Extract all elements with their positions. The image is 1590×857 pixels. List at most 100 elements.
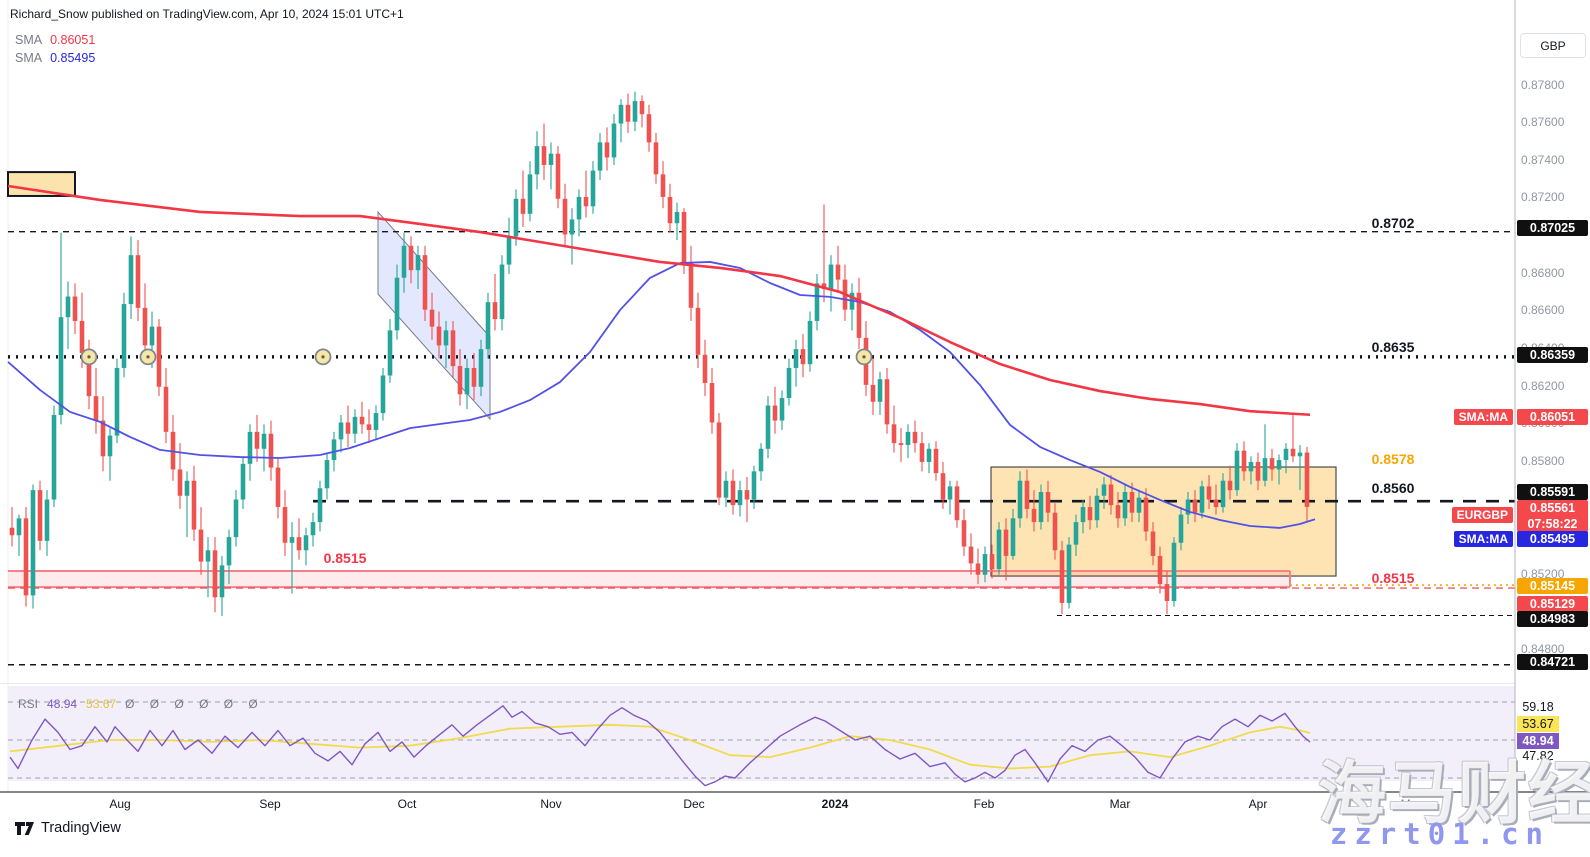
sma-blue-line: [7, 261, 1316, 529]
axis-price-label: 0.84721: [1517, 654, 1588, 670]
candle: [1234, 450, 1240, 491]
month-label-apr[interactable]: Apr: [1248, 797, 1268, 811]
month-label-aug[interactable]: Aug: [109, 797, 131, 811]
candle: [499, 264, 505, 320]
price-annotation: 0.8515: [1372, 570, 1415, 586]
sma-tag: SMA:MA: [1453, 531, 1513, 547]
rsi-legend-label: RSI: [18, 697, 39, 711]
candle: [1248, 461, 1254, 472]
month-label-dec[interactable]: Dec: [683, 797, 705, 811]
tradingview-logo[interactable]: TradingView: [14, 820, 121, 836]
candle: [478, 349, 484, 387]
month-label-may[interactable]: May: [1400, 797, 1424, 811]
candle: [618, 104, 624, 124]
price-annotation: 0.8578: [1372, 451, 1415, 467]
candle: [345, 422, 351, 434]
level-touch-marker-dot: [146, 355, 150, 359]
candle: [135, 255, 141, 308]
axis-price-label: 0.85561 07:58:22: [1517, 500, 1588, 532]
candle: [786, 367, 792, 399]
rsi-indicator-legend[interactable]: RSI 48.94 53.67 Ø Ø Ø Ø Ø Ø: [18, 697, 264, 711]
candle: [835, 264, 841, 280]
candle: [275, 467, 281, 508]
candle: [1241, 450, 1247, 472]
rsi-legend-value: 48.94: [47, 697, 78, 711]
candle: [653, 142, 659, 175]
price-tick-label: 0.86200: [1521, 379, 1565, 393]
rsi-ma-line: [9, 723, 1311, 770]
candle: [1038, 492, 1044, 523]
axis-price-label: 0.85495: [1517, 531, 1588, 547]
candle: [1290, 448, 1296, 457]
candle: [254, 431, 260, 449]
regular-bullish-value: 47.82: [1522, 749, 1554, 763]
candle: [1171, 542, 1177, 602]
left-highlight-box: [7, 171, 76, 197]
candle: [1255, 461, 1261, 481]
candle: [121, 304, 127, 368]
candle: [730, 480, 736, 506]
candle: [555, 153, 561, 199]
candle: [933, 448, 939, 474]
candle: [1157, 555, 1163, 585]
candle: [51, 414, 57, 500]
candle: [1066, 544, 1072, 603]
candle: [688, 262, 694, 308]
currency-unit-button[interactable]: GBP: [1520, 33, 1586, 58]
candle: [926, 448, 932, 462]
candle: [366, 424, 372, 430]
month-label-2024[interactable]: 2024: [821, 797, 849, 811]
hidden-series-icons[interactable]: Ø Ø Ø Ø Ø Ø: [125, 697, 264, 711]
price-tick-label: 0.87400: [1521, 153, 1565, 167]
candle: [408, 245, 414, 271]
candle: [1059, 550, 1065, 603]
month-label-mar[interactable]: Mar: [1109, 797, 1131, 811]
candle: [191, 480, 197, 530]
month-label-feb[interactable]: Feb: [973, 797, 995, 811]
candle: [436, 326, 442, 346]
candle: [93, 396, 99, 421]
candle: [177, 469, 183, 496]
candle: [975, 563, 981, 575]
candle: [681, 211, 687, 263]
candle: [401, 245, 407, 278]
candle: [646, 114, 652, 143]
rsi-ma-legend-value: 53.67: [86, 697, 117, 711]
candle: [583, 196, 589, 207]
candle: [317, 488, 323, 523]
candle: [1220, 480, 1226, 508]
price-annotation: 0.8702: [1372, 215, 1415, 231]
candle: [1185, 499, 1191, 515]
month-label-oct[interactable]: Oct: [397, 797, 417, 811]
candle: [1192, 499, 1198, 513]
price-tick-label: 0.85200: [1521, 567, 1565, 581]
candle: [1080, 507, 1086, 523]
candle: [247, 431, 253, 464]
candle: [233, 499, 239, 538]
sma-label: SMA: [15, 33, 43, 47]
candle: [989, 554, 995, 570]
candle: [240, 463, 246, 500]
symbol-tag: EURGBP: [1451, 507, 1513, 523]
price-annotation: 0.8515: [324, 550, 367, 566]
rsi-value-badge: 48.94: [1517, 733, 1559, 749]
sma-legend-blue[interactable]: SMA 0.85495: [15, 51, 95, 65]
candle: [156, 326, 162, 387]
sma-label: SMA: [15, 51, 43, 65]
candle: [772, 405, 778, 421]
candle: [422, 255, 428, 310]
candle: [1297, 452, 1303, 457]
candle: [226, 537, 232, 566]
candle: [100, 420, 106, 457]
month-label-sep[interactable]: Sep: [259, 797, 281, 811]
candle: [471, 367, 477, 387]
candle: [429, 309, 435, 327]
month-label-nov[interactable]: Nov: [540, 797, 562, 811]
candle: [1045, 492, 1051, 513]
candle: [1276, 460, 1282, 470]
candle: [387, 330, 393, 376]
sma-legend-red[interactable]: SMA 0.86051: [15, 33, 95, 47]
candle: [1143, 497, 1149, 532]
